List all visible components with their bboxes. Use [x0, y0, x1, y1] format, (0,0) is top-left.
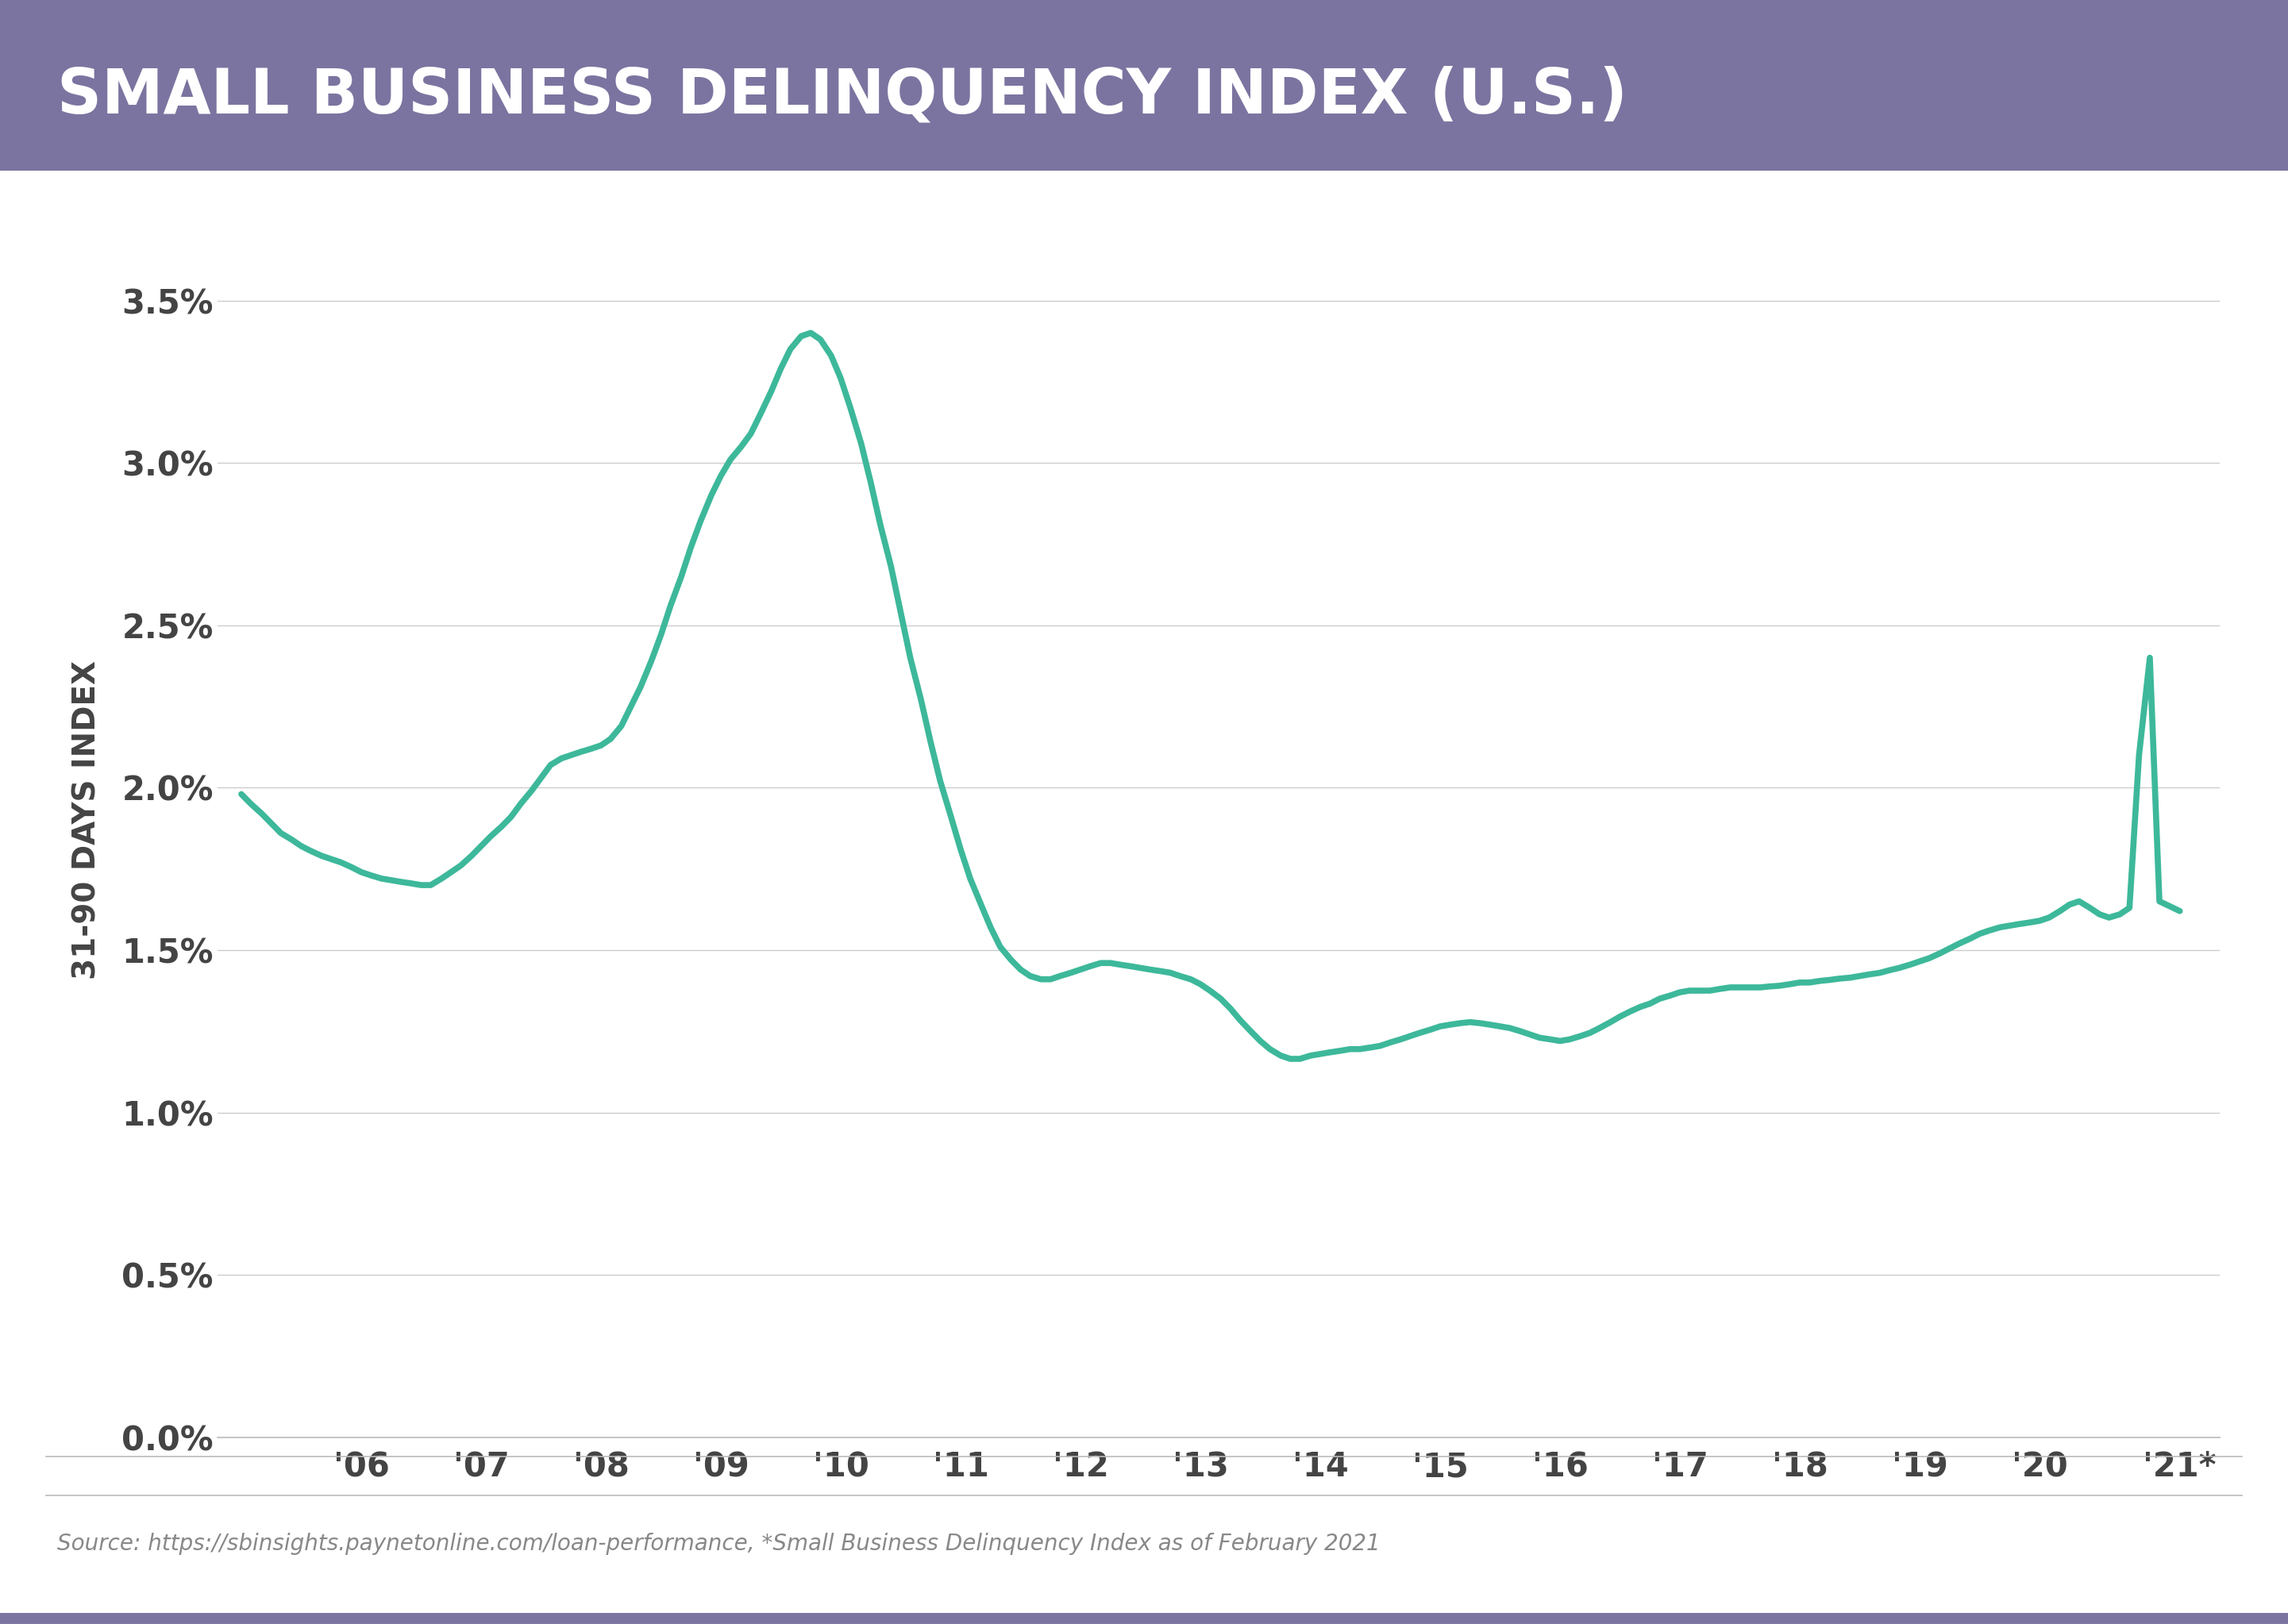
Text: Source: https://sbinsights.paynetonline.com/loan-performance, *Small Business De: Source: https://sbinsights.paynetonline.…	[57, 1533, 1380, 1554]
Text: SMALL BUSINESS DELINQUENCY INDEX (U.S.): SMALL BUSINESS DELINQUENCY INDEX (U.S.)	[57, 65, 1627, 125]
Y-axis label: 31-90 DAYS INDEX: 31-90 DAYS INDEX	[71, 661, 103, 979]
